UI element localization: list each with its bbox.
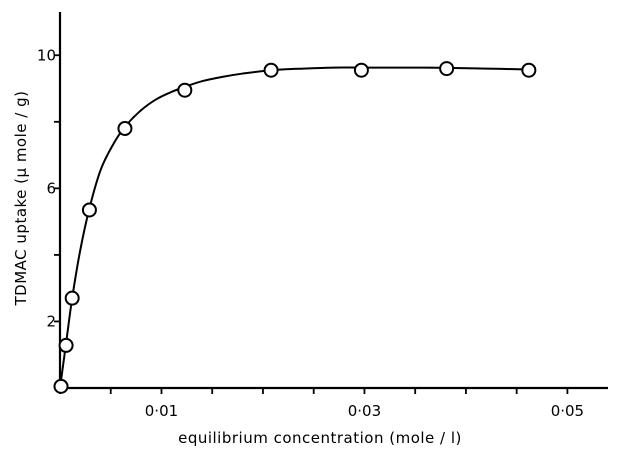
- x-tick-label: 0·01: [145, 402, 178, 420]
- x-tick-label: 0·05: [551, 402, 584, 420]
- fit-curve: [59, 66, 529, 389]
- data-points: [53, 61, 537, 394]
- data-point: [263, 62, 279, 78]
- y-axis-label: TDMAC uptake (μ mole / g): [12, 91, 30, 307]
- data-point: [81, 202, 97, 218]
- x-axis-label: equilibrium concentration (mole / l): [178, 429, 462, 447]
- y-tick-label: 6: [46, 179, 56, 197]
- y-tick-label: 10: [37, 46, 56, 64]
- data-point: [117, 120, 133, 136]
- plot-area: 0·01 0·03 0·05 2 6 10: [37, 12, 608, 420]
- data-point: [64, 290, 80, 306]
- data-point: [177, 82, 193, 98]
- data-point: [439, 61, 455, 77]
- data-point: [58, 337, 74, 353]
- y-tick-label: 2: [46, 312, 56, 330]
- data-point: [521, 62, 537, 78]
- data-point: [353, 62, 369, 78]
- data-point: [53, 378, 69, 394]
- axis-tick-labels: 0·01 0·03 0·05 2 6 10: [37, 46, 584, 420]
- x-tick-label: 0·03: [348, 402, 381, 420]
- axis-ticks: [54, 54, 569, 394]
